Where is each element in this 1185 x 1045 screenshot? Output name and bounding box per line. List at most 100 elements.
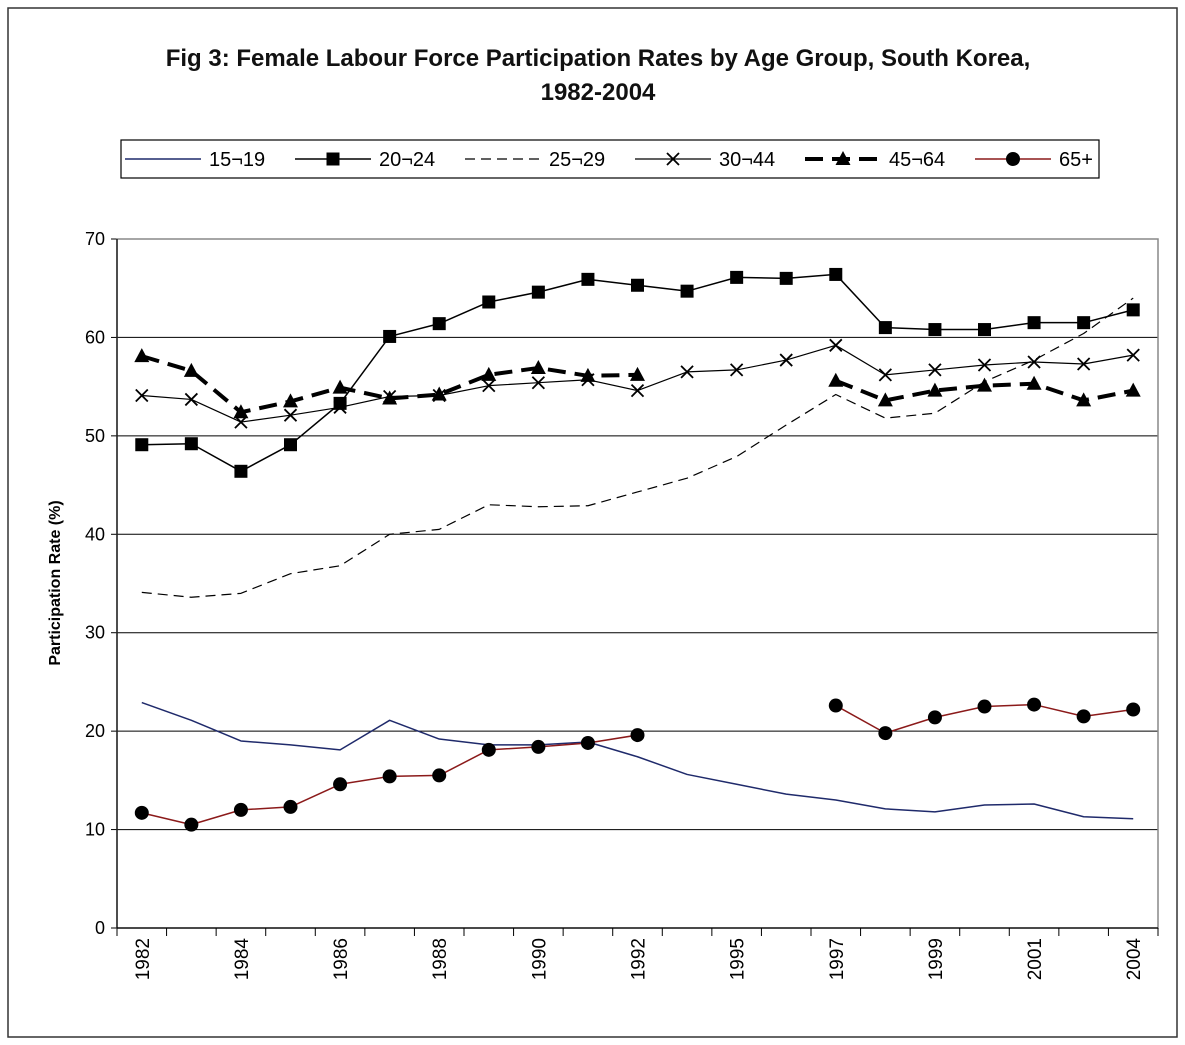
marker xyxy=(878,726,893,741)
marker xyxy=(1076,709,1091,724)
marker xyxy=(631,278,644,292)
marker xyxy=(1077,357,1091,371)
chart-title: Fig 3: Female Labour Force Participation… xyxy=(165,45,1031,106)
y-axis-title: Participation Rate (%) xyxy=(47,500,64,665)
marker xyxy=(580,735,595,750)
marker xyxy=(1126,348,1140,362)
y-tick-label: 30 xyxy=(85,623,105,643)
legend-label: 45¬64 xyxy=(889,149,945,171)
marker xyxy=(333,777,348,792)
x-tick-label: 1990 xyxy=(529,938,550,980)
legend-item: 15¬19 xyxy=(125,149,265,171)
y-tick-label: 10 xyxy=(85,820,105,840)
marker xyxy=(431,386,447,401)
marker xyxy=(233,802,248,817)
marker xyxy=(580,367,596,382)
x-tick-label: 1999 xyxy=(926,938,947,980)
legend-label: 20¬24 xyxy=(379,149,435,171)
marker xyxy=(666,152,680,166)
marker xyxy=(135,388,149,403)
marker xyxy=(184,437,198,451)
marker xyxy=(828,372,844,387)
marker xyxy=(630,366,645,381)
frame xyxy=(7,7,1178,1038)
marker xyxy=(977,377,992,392)
legend-item: 25¬29 xyxy=(465,149,605,171)
marker xyxy=(927,382,943,397)
marker xyxy=(1126,702,1141,717)
marker xyxy=(1026,375,1042,390)
marker xyxy=(531,285,545,299)
legend-label: 65+ xyxy=(1059,149,1093,171)
legend-item: 20¬24 xyxy=(295,149,435,171)
marker xyxy=(1027,697,1042,712)
legend-label: 30¬44 xyxy=(719,149,775,171)
marker xyxy=(878,321,892,335)
series-line xyxy=(141,297,1134,598)
marker xyxy=(927,710,942,725)
marker xyxy=(383,329,397,343)
x-tick-label: 1988 xyxy=(430,938,451,980)
marker xyxy=(135,438,149,452)
marker xyxy=(977,358,992,372)
marker xyxy=(877,392,893,407)
marker xyxy=(928,323,942,337)
marker xyxy=(283,408,298,422)
marker xyxy=(530,359,546,374)
marker xyxy=(233,404,249,419)
marker xyxy=(382,390,398,405)
marker xyxy=(680,284,694,298)
y-tick-label: 20 xyxy=(85,721,105,741)
marker xyxy=(531,739,546,754)
series-line xyxy=(141,701,1134,820)
x-tick-label: 2001 xyxy=(1025,938,1046,980)
legend-item: 65+ xyxy=(975,149,1093,171)
marker xyxy=(978,323,991,337)
marker xyxy=(1027,316,1041,330)
marker xyxy=(432,768,447,783)
marker xyxy=(779,353,793,367)
marker xyxy=(680,365,694,379)
marker xyxy=(531,376,545,390)
marker xyxy=(977,699,992,714)
marker xyxy=(134,805,149,820)
marker xyxy=(1077,316,1091,330)
marker xyxy=(928,363,942,377)
marker xyxy=(1125,382,1141,397)
y-tick-label: 50 xyxy=(85,426,105,446)
marker xyxy=(581,272,595,286)
marker xyxy=(184,817,199,832)
plot-border xyxy=(116,238,1159,929)
legend-box xyxy=(120,139,1100,179)
marker xyxy=(829,267,843,281)
x-tick-label: 1986 xyxy=(331,938,352,980)
legend-label: 25¬29 xyxy=(549,149,605,171)
marker xyxy=(1006,152,1020,166)
marker xyxy=(283,799,298,814)
x-tick-label: 1997 xyxy=(827,938,848,980)
marker xyxy=(878,368,892,382)
x-tick-label: 1982 xyxy=(133,938,154,980)
y-tick-label: 0 xyxy=(95,918,105,938)
legend-label: 15¬19 xyxy=(209,149,265,171)
marker xyxy=(835,151,851,165)
marker xyxy=(630,383,645,398)
marker xyxy=(730,270,744,284)
marker xyxy=(481,742,496,757)
marker xyxy=(333,400,347,414)
marker xyxy=(829,338,843,352)
marker xyxy=(630,728,645,743)
marker xyxy=(482,295,496,309)
marker xyxy=(326,152,340,166)
marker xyxy=(382,769,397,784)
marker xyxy=(1076,392,1092,407)
marker xyxy=(730,363,744,377)
marker xyxy=(283,393,298,408)
x-tick-label: 1995 xyxy=(728,938,749,980)
x-tick-label: 2004 xyxy=(1124,938,1145,981)
y-tick-label: 60 xyxy=(85,327,105,347)
marker xyxy=(779,271,793,285)
marker xyxy=(284,438,297,452)
